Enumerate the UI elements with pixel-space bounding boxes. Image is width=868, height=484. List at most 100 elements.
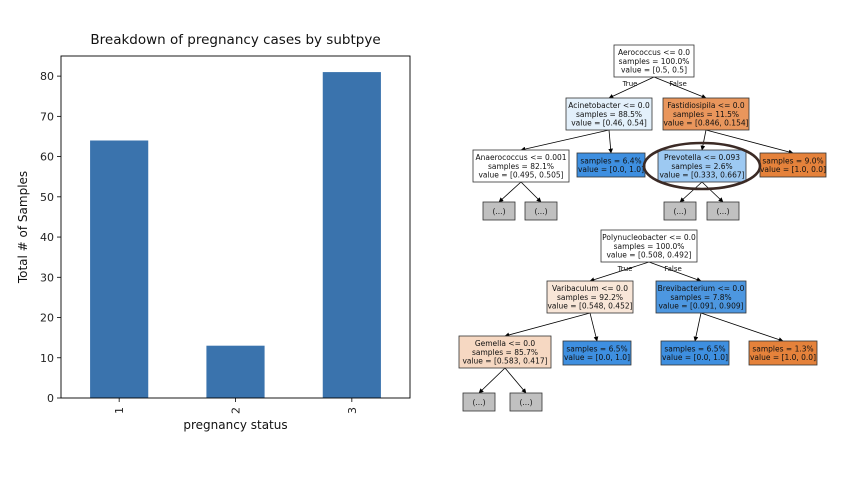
y-tick-label: 30 bbox=[40, 271, 54, 284]
node-box bbox=[576, 152, 646, 178]
y-axis-label: Total # of Samples bbox=[16, 171, 30, 284]
y-tick-label: 70 bbox=[40, 110, 54, 123]
node-text-line: value = [0.46, 0.54] bbox=[571, 119, 647, 128]
edge-arrow bbox=[498, 181, 522, 203]
tree-node: (...) bbox=[663, 201, 697, 221]
node-text-line: samples = 1.3% bbox=[752, 344, 813, 353]
edge-label-false: False bbox=[664, 265, 682, 273]
edge-arrow bbox=[701, 181, 724, 203]
node-text-line: value = [0.0, 1.0] bbox=[662, 353, 728, 362]
tree-node: samples = 6.5%value = [0.0, 1.0] bbox=[562, 340, 632, 366]
node-text-line: value = [1.0, 0.0] bbox=[750, 353, 816, 362]
bar-1 bbox=[90, 140, 149, 398]
node-box bbox=[759, 152, 827, 178]
edge-arrow bbox=[504, 367, 527, 394]
node-text-line: samples = 2.6% bbox=[671, 162, 732, 171]
edge-arrow bbox=[608, 129, 614, 154]
x-tick-label: 1 bbox=[113, 407, 126, 414]
edge-label-false: False bbox=[669, 80, 687, 88]
node-text-line: value = [0.846, 0.154] bbox=[663, 119, 748, 128]
node-text-line: (...) bbox=[472, 398, 485, 407]
node-box bbox=[524, 201, 558, 221]
node-text-line: value = [1.0, 0.0] bbox=[760, 165, 826, 174]
highlight-ring bbox=[642, 141, 762, 191]
tree-node: samples = 9.0%value = [1.0, 0.0] bbox=[759, 152, 827, 178]
edge-arrow bbox=[700, 129, 707, 151]
node-box bbox=[458, 335, 552, 369]
y-tick-label: 60 bbox=[40, 151, 54, 164]
node-box bbox=[657, 149, 747, 183]
node-box bbox=[482, 201, 516, 221]
node-box bbox=[663, 201, 697, 221]
node-text-line: value = [0.091, 0.909] bbox=[658, 302, 743, 311]
y-axis: 0 10 20 30 40 50 60 70 80 bbox=[40, 70, 61, 405]
x-tick-label: 2 bbox=[230, 407, 243, 414]
node-text-line: samples = 100.0% bbox=[619, 57, 690, 66]
node-box bbox=[565, 97, 653, 131]
node-text-line: (...) bbox=[492, 207, 505, 216]
edge-arrow bbox=[520, 181, 542, 203]
node-text-line: (...) bbox=[716, 207, 729, 216]
y-tick-label: 10 bbox=[40, 352, 54, 365]
node-box bbox=[613, 44, 695, 78]
node-text-line: (...) bbox=[673, 207, 686, 216]
node-text-line: samples = 6.4% bbox=[580, 156, 641, 165]
node-text-line: samples = 92.2% bbox=[557, 293, 623, 302]
node-box bbox=[748, 340, 818, 366]
tree-node: (...) bbox=[462, 392, 496, 412]
node-text-line: samples = 88.5% bbox=[576, 110, 642, 119]
tree-node: (...) bbox=[524, 201, 558, 221]
chart-title: Breakdown of pregnancy cases by subtpye bbox=[90, 32, 380, 48]
edge-arrow bbox=[693, 312, 702, 342]
node-text-line: value = [0.495, 0.505] bbox=[478, 171, 563, 180]
edge-arrow bbox=[648, 261, 702, 282]
tree-node: samples = 6.5%value = [0.0, 1.0] bbox=[660, 340, 730, 366]
edge-arrow bbox=[520, 129, 610, 152]
node-box bbox=[546, 280, 634, 314]
tree-node: samples = 6.4%value = [0.0, 1.0] bbox=[576, 152, 646, 178]
tree-node: (...) bbox=[706, 201, 740, 221]
tree-node: (...) bbox=[509, 392, 543, 412]
edge-label-true: True bbox=[617, 265, 633, 273]
node-box bbox=[562, 340, 632, 366]
edge-arrow bbox=[705, 129, 794, 155]
bars-group bbox=[90, 72, 381, 398]
node-text-line: value = [0.333, 0.667] bbox=[659, 171, 744, 180]
node-box bbox=[660, 340, 730, 366]
node-box bbox=[655, 280, 747, 314]
node-text-line: value = [0.5, 0.5] bbox=[621, 66, 687, 75]
node-text-line: samples = 7.8% bbox=[670, 293, 731, 302]
node-box bbox=[472, 149, 570, 183]
y-tick-label: 80 bbox=[40, 70, 54, 83]
node-text-line: samples = 6.5% bbox=[566, 344, 627, 353]
y-tick-label: 50 bbox=[40, 191, 54, 204]
edge-arrow bbox=[478, 367, 506, 394]
node-text-line: value = [0.548, 0.452] bbox=[547, 302, 632, 311]
node-text-line: value = [0.0, 1.0] bbox=[564, 353, 630, 362]
node-text-line: Gemella <= 0.0 bbox=[475, 339, 536, 348]
tree-node: (...) bbox=[482, 201, 516, 221]
node-text-line: Brevibacterium <= 0.0 bbox=[658, 284, 745, 293]
bar-3 bbox=[322, 72, 381, 398]
y-tick-label: 0 bbox=[47, 392, 54, 405]
node-text-line: samples = 85.7% bbox=[472, 348, 538, 357]
node-text-line: samples = 9.0% bbox=[762, 156, 823, 165]
node-text-line: samples = 6.5% bbox=[664, 344, 725, 353]
node-text-line: Varibaculum <= 0.0 bbox=[552, 284, 628, 293]
x-axis-label: pregnancy status bbox=[183, 418, 287, 432]
node-box bbox=[706, 201, 740, 221]
node-text-line: samples = 82.1% bbox=[488, 162, 554, 171]
y-tick-label: 20 bbox=[40, 312, 54, 325]
edge-arrow bbox=[653, 76, 707, 99]
edge-arrow bbox=[504, 312, 591, 338]
x-tick-label: 3 bbox=[346, 407, 359, 414]
